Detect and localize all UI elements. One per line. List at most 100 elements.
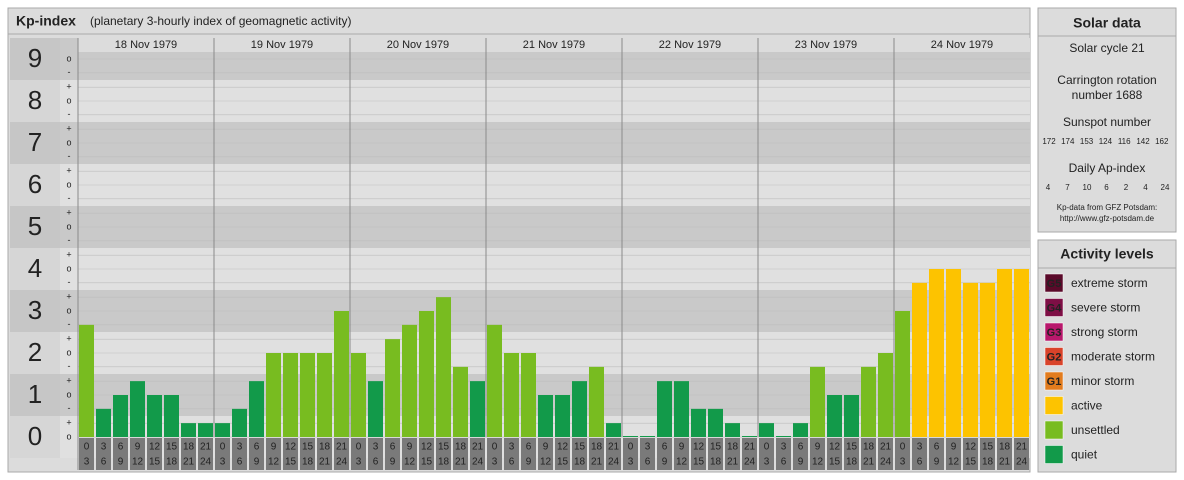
hour-start: 9 — [815, 442, 821, 453]
y-minor-label: o — [66, 389, 71, 399]
legend-label: quiet — [1071, 448, 1098, 462]
hour-start: 6 — [798, 442, 804, 453]
bar — [249, 381, 264, 437]
hour-start: 0 — [764, 442, 770, 453]
sunspot-value: 162 — [1155, 137, 1169, 146]
hour-end: 21 — [183, 457, 195, 468]
hour-box — [742, 438, 757, 470]
y-tick-label: 0 — [28, 421, 42, 451]
bar — [436, 297, 451, 437]
bar — [657, 381, 672, 437]
bar — [283, 353, 298, 437]
hour-box — [657, 438, 672, 470]
hour-box — [929, 438, 944, 470]
hour-start: 12 — [829, 442, 841, 453]
band — [10, 416, 60, 458]
bar — [725, 423, 740, 437]
hour-end: 21 — [455, 457, 467, 468]
hour-end: 6 — [101, 457, 107, 468]
bar — [980, 282, 995, 437]
hour-end: 3 — [764, 457, 770, 468]
bar — [776, 436, 791, 437]
y-minor-label: + — [66, 166, 71, 176]
hour-start: 9 — [407, 442, 413, 453]
hour-box — [946, 438, 961, 470]
ap-label: Daily Ap-index — [1069, 161, 1146, 175]
hour-end: 21 — [319, 457, 331, 468]
legend-swatch — [1044, 420, 1064, 440]
hour-box — [555, 438, 570, 470]
hour-end: 9 — [798, 457, 804, 468]
hour-end: 9 — [390, 457, 396, 468]
sunspot-value: 124 — [1099, 137, 1113, 146]
bar — [198, 423, 213, 437]
band — [10, 164, 60, 206]
y-minor-label: + — [66, 82, 71, 92]
legend-swatch — [1044, 298, 1064, 317]
hour-box — [572, 438, 587, 470]
date-label: 21 Nov 1979 — [523, 39, 585, 51]
hour-end: 18 — [302, 457, 314, 468]
hour-start: 3 — [917, 442, 923, 453]
bar — [793, 423, 808, 437]
hour-box — [674, 438, 689, 470]
hour-box — [504, 438, 519, 470]
legend-label: active — [1071, 399, 1103, 413]
hour-end: 15 — [693, 457, 705, 468]
hour-start: 9 — [271, 442, 277, 453]
date-header — [78, 38, 1030, 52]
y-minor-label: - — [68, 193, 71, 203]
bar — [113, 395, 128, 437]
hour-box — [895, 438, 910, 470]
y-minor-label: - — [68, 277, 71, 287]
hour-start: 3 — [373, 442, 379, 453]
hour-end: 15 — [965, 457, 977, 468]
y-minor-label: - — [68, 109, 71, 119]
y-minor-label: + — [66, 334, 71, 344]
sunspot-value: 116 — [1118, 137, 1131, 146]
y-tick-label: 7 — [28, 127, 42, 157]
date-label: 18 Nov 1979 — [115, 39, 177, 51]
hour-end: 24 — [880, 457, 892, 468]
bar — [691, 408, 706, 437]
hour-box — [385, 438, 400, 470]
band — [10, 80, 60, 122]
hour-end: 18 — [846, 457, 858, 468]
hour-end: 15 — [557, 457, 569, 468]
y-minor-label: - — [68, 319, 71, 329]
bar — [555, 395, 570, 437]
hour-start: 9 — [679, 442, 685, 453]
y-minor-label: - — [68, 67, 71, 77]
y-minor-label: - — [68, 403, 71, 413]
hour-box — [232, 438, 247, 470]
hour-box — [79, 438, 94, 470]
bar — [708, 408, 723, 437]
legend-label: unsettled — [1071, 423, 1120, 437]
hour-box — [300, 438, 315, 470]
hour-end: 12 — [132, 457, 144, 468]
legend-swatch — [1044, 445, 1064, 464]
bar — [844, 395, 859, 437]
legend-badge: G1 — [1047, 376, 1062, 388]
hour-start: 3 — [781, 442, 787, 453]
hour-start: 6 — [662, 442, 668, 453]
hour-end: 15 — [285, 457, 297, 468]
hour-end: 15 — [421, 457, 433, 468]
band — [10, 38, 60, 80]
y-minor-label: o — [66, 347, 71, 357]
hour-start: 0 — [900, 442, 906, 453]
hour-end: 6 — [781, 457, 787, 468]
hour-end: 12 — [948, 457, 960, 468]
y-minor-label: o — [66, 431, 71, 441]
carrington: Carrington rotation — [1057, 73, 1156, 87]
bar — [674, 381, 689, 437]
hour-start: 18 — [319, 442, 331, 453]
hour-box — [640, 438, 655, 470]
hour-box — [793, 438, 808, 470]
y-tick-label: 3 — [28, 295, 42, 325]
hour-box — [198, 438, 213, 470]
date-label: 20 Nov 1979 — [387, 39, 449, 51]
bar — [368, 381, 383, 437]
bar — [572, 381, 587, 437]
